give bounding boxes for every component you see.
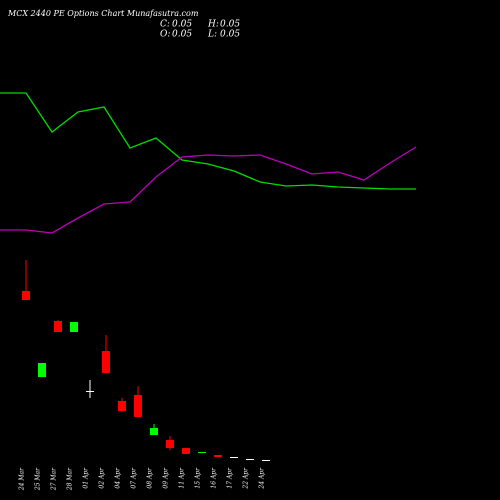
x-tick-label: 17 Apr xyxy=(227,467,234,489)
candle-body xyxy=(166,440,174,448)
candle-body xyxy=(134,395,142,417)
candle-body xyxy=(246,459,254,460)
candle-body xyxy=(118,401,126,411)
x-tick-label: 02 Apr xyxy=(99,467,106,489)
line-series xyxy=(0,92,416,190)
candle-body xyxy=(54,321,62,332)
candle-body xyxy=(22,291,30,300)
candle-body xyxy=(86,391,94,392)
candle-body xyxy=(262,460,270,461)
ohlc-value: 0.05 xyxy=(220,20,240,30)
candle-body xyxy=(230,457,238,458)
candle-body xyxy=(198,452,206,453)
candle-body xyxy=(38,363,46,377)
x-tick-label: 24 Apr xyxy=(259,467,266,490)
ohlc-label: O: xyxy=(160,30,170,40)
chart-title: MCX 2440 PE Options Chart Munafasutra.co… xyxy=(7,9,199,18)
line-series xyxy=(0,146,417,234)
x-tick-label: 16 Apr xyxy=(211,467,218,489)
ohlc-value: 0.05 xyxy=(172,30,192,40)
x-tick-label: 22 Apr xyxy=(243,467,250,490)
ohlc-label: H: xyxy=(207,20,219,30)
ohlc-value: 0.05 xyxy=(220,30,240,40)
candle-body xyxy=(102,351,110,373)
x-tick-label: 08 Apr xyxy=(147,467,154,489)
ohlc-value: 0.05 xyxy=(172,20,192,30)
x-tick-label: 27 Mar xyxy=(51,467,58,491)
x-tick-label: 07 Apr xyxy=(131,467,138,489)
candle-body xyxy=(70,322,78,332)
x-tick-label: 15 Apr xyxy=(195,467,202,489)
x-tick-label: 25 Mar xyxy=(35,467,42,491)
candle-body xyxy=(150,428,158,435)
ohlc-label: L: xyxy=(207,30,217,40)
x-tick-label: 24 Mar xyxy=(19,467,26,491)
x-tick-label: 09 Apr xyxy=(163,467,170,489)
x-tick-label: 01 Apr xyxy=(83,467,90,489)
ohlc-label: C: xyxy=(160,20,170,30)
x-tick-label: 28 Mar xyxy=(67,467,74,491)
x-tick-label: 11 Apr xyxy=(179,467,186,489)
candle-body xyxy=(182,448,190,454)
x-tick-label: 04 Apr xyxy=(115,467,122,489)
candle-body xyxy=(214,455,222,457)
